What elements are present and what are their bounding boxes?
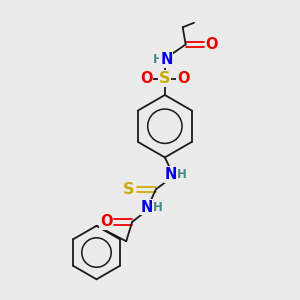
- Text: N: N: [141, 200, 153, 214]
- Text: O: O: [205, 37, 218, 52]
- Text: H: H: [153, 201, 163, 214]
- Text: S: S: [159, 71, 171, 86]
- Text: O: O: [177, 71, 190, 86]
- Text: O: O: [140, 71, 153, 86]
- Text: O: O: [100, 214, 112, 230]
- Text: N: N: [165, 167, 177, 182]
- Text: H: H: [177, 168, 187, 181]
- Text: H: H: [152, 53, 162, 66]
- Text: N: N: [160, 52, 172, 67]
- Text: S: S: [123, 182, 134, 197]
